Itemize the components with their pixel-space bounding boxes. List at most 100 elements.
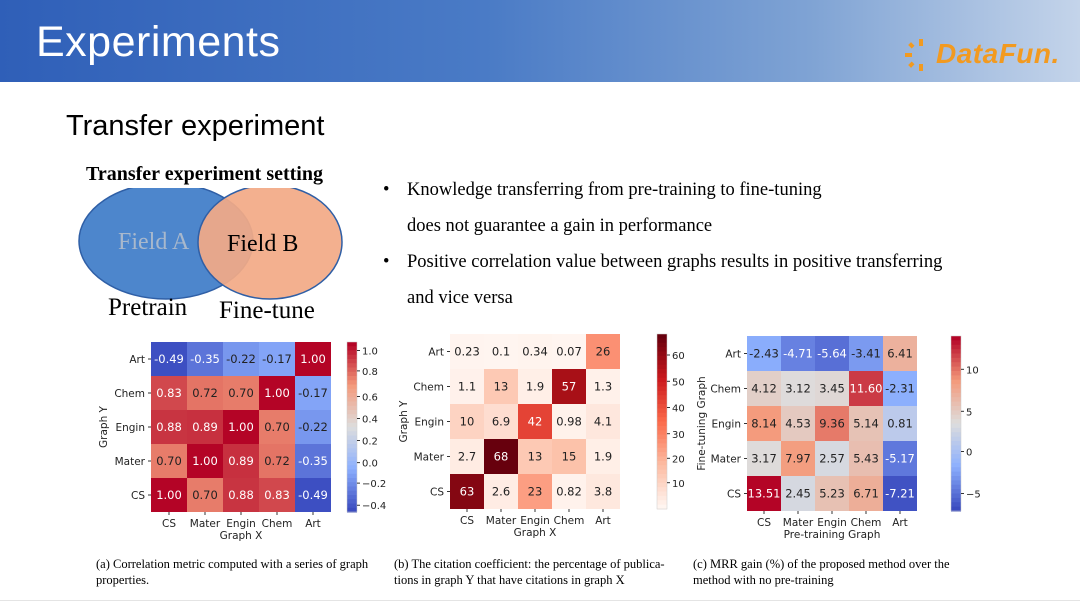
colorbar-segment	[657, 377, 667, 383]
heatmap-cell	[187, 342, 223, 376]
heatmap-cell	[552, 439, 586, 474]
heatmap-cell	[552, 404, 586, 439]
colorbar-segment	[347, 448, 357, 454]
heatmap-cell	[223, 376, 259, 410]
heatmap-cell	[518, 404, 552, 439]
heatmap-cell	[450, 334, 484, 369]
heatmap-cell	[450, 439, 484, 474]
bullet-text-line2: does not guarantee a gain in performance	[407, 216, 713, 236]
x-tick-label: Mater	[190, 518, 221, 530]
cell-value-label: 0.89	[192, 420, 218, 434]
heatmap-cell	[259, 410, 295, 444]
colorbar-segment	[347, 371, 357, 377]
colorbar-segment	[951, 410, 961, 416]
colorbar-segment	[951, 344, 961, 350]
colorbar-segment	[347, 367, 357, 373]
x-tick-label: Engin	[226, 518, 256, 530]
colorbar-segment	[347, 384, 357, 390]
y-tick-label: Art	[725, 349, 741, 361]
colorbar-segment	[951, 414, 961, 420]
heatmap-cell	[781, 371, 815, 406]
cell-value-label: -0.22	[226, 352, 256, 366]
colorbar-segment	[657, 347, 667, 353]
heatmap-cell	[849, 441, 883, 476]
y-tick-label: Engin	[711, 419, 741, 431]
colorbar-segment	[951, 388, 961, 394]
cell-value-label: 11.60	[850, 382, 883, 396]
heatmap-cell	[187, 376, 223, 410]
colorbar-segment	[347, 354, 357, 360]
colorbar-segment	[657, 452, 667, 458]
colorbar-segment	[657, 338, 667, 344]
colorbar-segment	[657, 334, 667, 339]
heatmap-cell	[151, 376, 187, 410]
heatmap-cell	[815, 441, 849, 476]
heatmap-cell	[747, 441, 781, 476]
colorbar-segment	[347, 388, 357, 394]
colorbar-segment	[657, 360, 667, 366]
colorbar-segment	[657, 399, 667, 405]
colorbar-tick-label: 60	[672, 351, 685, 362]
heatmap-cell	[781, 406, 815, 441]
colorbar-segment	[951, 436, 961, 442]
heatmap-cell	[450, 474, 484, 509]
colorbar-segment	[657, 417, 667, 423]
cell-value-label: 0.89	[228, 454, 254, 468]
colorbar-segment	[951, 506, 961, 512]
cell-value-label: 6.41	[887, 347, 913, 361]
colorbar-segment	[951, 357, 961, 363]
y-tick-label: Engin	[115, 422, 145, 434]
cell-value-label: 0.70	[156, 454, 182, 468]
heatmap-cell	[883, 406, 917, 441]
slide-bottom-border	[0, 600, 1080, 608]
colorbar-segment	[347, 346, 357, 352]
heatmap-cell	[781, 476, 815, 511]
heatmap-correlation: -0.49 -0.35 -0.22 -0.17 1.000.83 0.72 0.70 1.00…	[98, 341, 386, 542]
cell-value-label: 2.7	[458, 450, 476, 464]
y-tick-label: Art	[428, 347, 444, 359]
x-tick-label: Mater	[783, 517, 814, 529]
cell-value-label: 1.00	[264, 386, 290, 400]
colorbar-segment	[347, 469, 357, 475]
caption-a-line1: (a) Correlation metric computed with a s…	[96, 557, 369, 571]
cell-value-label: 0.70	[228, 386, 254, 400]
y-tick-label: CS	[430, 487, 444, 499]
colorbar-tick-label: 0.4	[362, 415, 378, 426]
cell-value-label: 5.43	[853, 452, 879, 466]
x-tick-label: Art	[305, 518, 321, 530]
x-tick-label: CS	[757, 517, 771, 529]
colorbar-segment	[951, 419, 961, 425]
cell-value-label: 0.34	[522, 345, 548, 359]
cell-value-label: 1.9	[594, 450, 612, 464]
cell-value-label: 3.45	[819, 382, 845, 396]
heatmap-cell	[151, 342, 187, 376]
colorbar-segment	[347, 482, 357, 488]
heatmap-citation: 0.23 0.1 0.34 0.07 26 1.1 13 1.9 57 1.3 10 6.9 42 0.9…	[398, 333, 685, 539]
heatmap-cell	[295, 410, 331, 444]
colorbar-segment	[347, 499, 357, 505]
heatmap-cell	[187, 478, 223, 512]
x-tick-label: Art	[892, 517, 908, 529]
colorbar-segment	[951, 340, 961, 346]
colorbar-segment	[657, 408, 667, 414]
cell-value-label: 0.82	[556, 485, 582, 499]
heatmap-cell	[484, 474, 518, 509]
colorbar-frame	[656, 333, 668, 510]
colorbar-tick-label: 40	[672, 404, 685, 415]
heatmap-cell	[883, 371, 917, 406]
cell-value-label: 57	[562, 380, 577, 394]
heatmap-cell	[552, 334, 586, 369]
y-tick-label: Mater	[115, 456, 146, 468]
cell-value-label: 0.81	[887, 417, 913, 431]
heatmap-cell	[259, 376, 295, 410]
heatmap-mrr-gain: -2.43 -4.71 -5.64 -3.41 6.41 4.12 3.12 3.45 11.6…	[696, 335, 981, 541]
colorbar-segment	[347, 490, 357, 496]
cell-value-label: 1.00	[192, 454, 218, 468]
cell-value-label: 68	[494, 450, 509, 464]
colorbar-segment	[347, 410, 357, 415]
bullet-dot-icon: •	[383, 252, 390, 272]
colorbar-segment	[657, 482, 667, 488]
colorbar-segment	[951, 379, 961, 385]
cell-value-label: 0.72	[264, 454, 290, 468]
colorbar-segment	[951, 454, 961, 460]
